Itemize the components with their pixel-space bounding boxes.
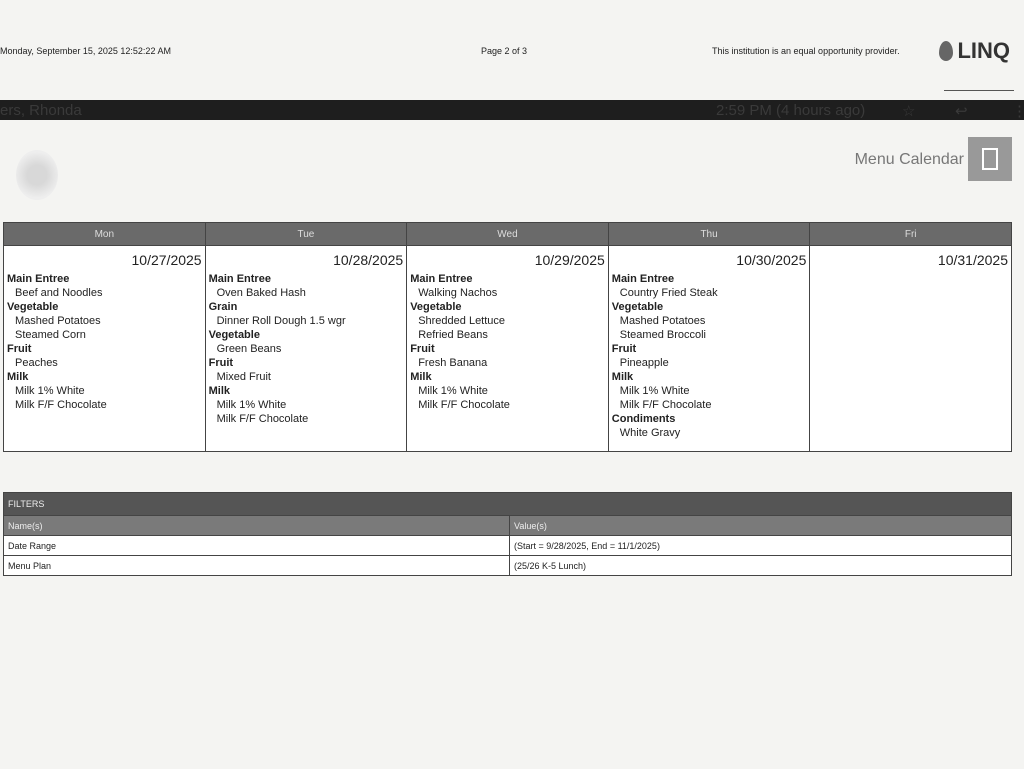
menu-category: Main Entree [410, 273, 473, 285]
reply-icon[interactable]: ↩ [955, 103, 968, 120]
logo-text: LINQ [957, 38, 1010, 63]
print-datetime: Monday, September 15, 2025 12:52:22 AM [0, 46, 171, 56]
day-date: 10/31/2025 [937, 252, 1008, 268]
day-cell: 10/30/2025 Main Entree Country Fried Steak… [607, 245, 811, 452]
linq-logo: LINQ [939, 38, 1010, 64]
menu-item: Oven Baked Hash [216, 287, 306, 299]
menu-category: Fruit [611, 343, 637, 355]
menu-category: Vegetable [410, 301, 462, 313]
menu-category: Milk [611, 371, 634, 383]
filters-table: FILTERS Name(s) Value(s) Date Range (Start… [3, 492, 1012, 576]
more-icon[interactable]: ⋮ [1012, 103, 1024, 120]
divider [944, 90, 1014, 91]
email-time: 2:59 PM (4 hours ago) [716, 102, 866, 119]
menu-category: Main Entree [208, 273, 271, 285]
menu-item: Pineapple [619, 357, 669, 369]
menu-item: Walking Nachos [418, 287, 498, 299]
menu-item: Mixed Fruit [216, 371, 271, 383]
menu-category: Vegetable [208, 329, 260, 341]
filter-value: (Start = 9/28/2025, End = 11/1/2025) [509, 535, 1012, 556]
filter-value: (25/26 K-5 Lunch) [509, 555, 1012, 576]
day-header: Thu [607, 222, 811, 246]
menu-item: Milk F/F Chocolate [418, 399, 510, 411]
col-value: Value(s) [509, 515, 1012, 536]
page-number: Page 2 of 3 [481, 46, 528, 56]
menu-calendar-icon [968, 137, 1012, 181]
menu-item: Country Fried Steak [619, 287, 718, 299]
menu-calendar-table: Mon Tue Wed Thu Fri 10/27/2025 Main Entree Bee… [3, 222, 1012, 452]
menu-item: Milk F/F Chocolate [15, 399, 107, 411]
menu-item: Beef and Noodles [15, 287, 103, 299]
filter-row: Menu Plan (25/26 K-5 Lunch) [3, 555, 1012, 576]
menu-category: Vegetable [611, 301, 664, 313]
day-cell: 10/31/2025 [809, 245, 1012, 452]
sender-name: ers, Rhonda [0, 102, 82, 119]
menu-item: Milk 1% White [619, 385, 690, 397]
flame-icon [939, 41, 954, 61]
menu-item: Milk 1% White [216, 399, 287, 411]
menu-category: Milk [7, 371, 29, 383]
menu-category: Milk [410, 371, 432, 383]
day-date: 10/27/2025 [131, 252, 202, 268]
email-header-overlay: ers, Rhonda 2:59 PM (4 hours ago) ☆ ↩ ⋮ [0, 100, 1024, 120]
menu-item: Milk 1% White [15, 385, 85, 397]
day-cell: 10/29/2025 Main Entree Walking Nachos Veget… [406, 245, 609, 452]
menu-category: Main Entree [611, 273, 675, 285]
filter-name: Menu Plan [3, 555, 510, 576]
day-header: Mon [3, 222, 206, 246]
menu-item: Steamed Broccoli [619, 329, 706, 341]
menu-item: Green Beans [216, 343, 282, 355]
day-date: 10/29/2025 [534, 252, 605, 268]
menu-category: Condiments [611, 413, 676, 425]
star-icon[interactable]: ☆ [902, 103, 916, 120]
page-title: Menu Calendar [854, 151, 964, 168]
menu-item: Milk F/F Chocolate [619, 399, 712, 411]
filters-title: FILTERS [3, 492, 1012, 516]
day-cell: 10/28/2025 Main Entree Oven Baked Hash Grai… [204, 245, 408, 452]
school-mascot-logo [16, 150, 58, 200]
filter-name: Date Range [3, 535, 510, 556]
menu-category: Grain [208, 301, 238, 313]
menu-item: White Gravy [619, 427, 681, 439]
menu-item: Mashed Potatoes [15, 315, 101, 327]
day-header: Wed [406, 222, 609, 246]
day-header: Fri [809, 222, 1012, 246]
menu-category: Milk [208, 385, 230, 397]
menu-category: Fruit [410, 343, 435, 355]
menu-item: Milk F/F Chocolate [216, 413, 309, 425]
menu-item: Refried Beans [418, 329, 488, 341]
menu-item: Peaches [15, 357, 58, 369]
menu-category: Main Entree [7, 273, 70, 285]
menu-item: Steamed Corn [15, 329, 86, 341]
menu-category: Fruit [7, 343, 32, 355]
menu-category: Fruit [208, 357, 234, 369]
day-header: Tue [204, 222, 408, 246]
day-date: 10/28/2025 [333, 252, 404, 268]
menu-item: Milk 1% White [418, 385, 488, 397]
menu-item: Fresh Banana [418, 357, 488, 369]
menu-item: Mashed Potatoes [619, 315, 706, 327]
day-date: 10/30/2025 [736, 252, 807, 268]
col-name: Name(s) [3, 515, 510, 536]
filter-row: Date Range (Start = 9/28/2025, End = 11/1… [3, 535, 1012, 556]
day-cell: 10/27/2025 Main Entree Beef and Noodles Veg… [3, 245, 206, 452]
menu-item: Shredded Lettuce [418, 315, 506, 327]
menu-category: Vegetable [7, 301, 59, 313]
menu-item: Dinner Roll Dough 1.5 wgr [216, 315, 346, 327]
equal-opportunity-notice: This institution is an equal opportunity… [712, 46, 900, 56]
